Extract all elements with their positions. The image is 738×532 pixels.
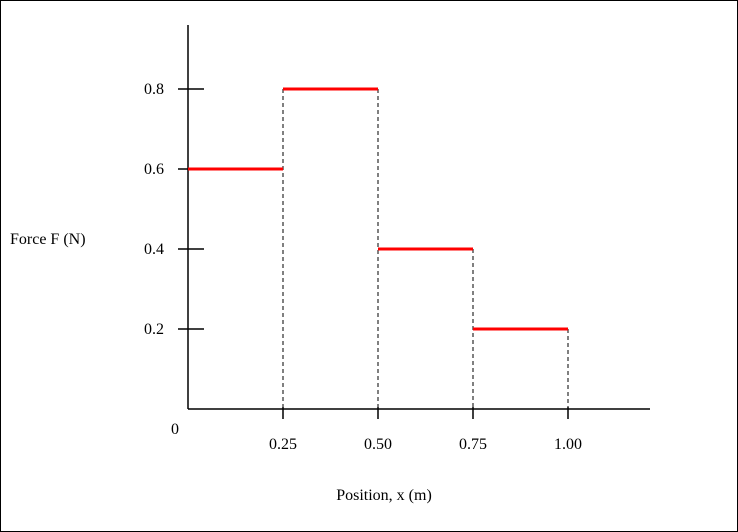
- y-tick-label: 0.8: [144, 81, 164, 98]
- x-tick-label: 0.50: [364, 436, 392, 453]
- x-tick-label: 0.75: [459, 436, 487, 453]
- y-tick-label: 0.2: [144, 321, 164, 338]
- y-axis-label: Force F (N): [10, 231, 86, 248]
- ticks: 0.2 0.4 0.6 0.8 0.25 0.50 0.75 1.00: [144, 81, 582, 453]
- x-tick-label: 1.00: [554, 436, 582, 453]
- y-tick-label: 0.4: [144, 241, 164, 258]
- series-segments: [188, 87, 568, 331]
- x-axis-label: Position, x (m): [336, 487, 432, 504]
- x-tick-label: 0.25: [269, 436, 297, 453]
- origin-label: 0: [171, 421, 179, 438]
- axes: [187, 25, 650, 410]
- y-tick-label: 0.6: [144, 161, 164, 178]
